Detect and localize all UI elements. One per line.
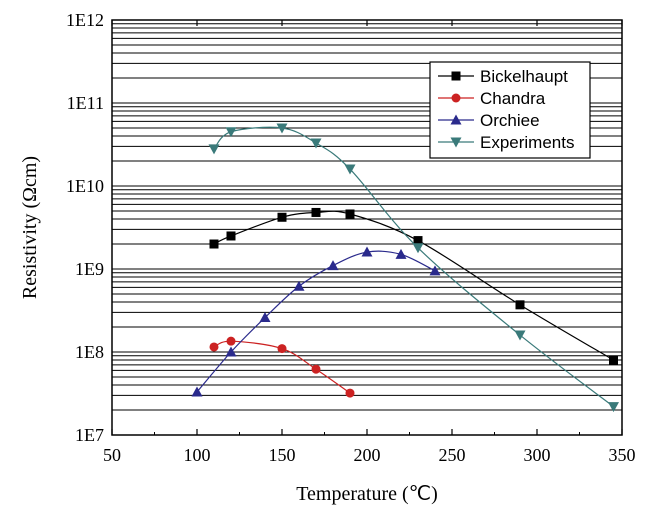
x-axis-title: Temperature (℃) [296, 483, 438, 505]
data-point [311, 138, 322, 148]
legend-marker [452, 94, 461, 103]
data-point [278, 213, 287, 222]
x-tick-label: 250 [439, 445, 466, 465]
y-tick-label: 1E12 [66, 10, 104, 30]
y-tick-label: 1E11 [67, 93, 104, 113]
legend: Bickelhaupt Chandra Orchiee Experiments [430, 62, 590, 158]
series-bickelhaupt [210, 208, 619, 365]
data-point [328, 260, 339, 270]
series-layer [192, 123, 620, 412]
data-point [608, 402, 619, 412]
series-experiments [209, 123, 620, 412]
legend-label: Chandra [480, 89, 546, 108]
data-point [227, 337, 236, 346]
x-tick-label: 350 [609, 445, 636, 465]
data-point [346, 209, 355, 218]
data-point [209, 144, 220, 154]
series-line [214, 211, 614, 360]
x-tick-label: 150 [269, 445, 296, 465]
data-point [210, 240, 219, 249]
legend-label: Bickelhaupt [480, 67, 568, 86]
y-tick-label: 1E7 [75, 425, 104, 445]
data-point [312, 365, 321, 374]
data-point [516, 300, 525, 309]
y-axis-title: Resistivity (Ωcm) [19, 156, 41, 299]
data-point [278, 344, 287, 353]
series-chandra [210, 337, 355, 398]
data-point [515, 331, 526, 341]
data-point [346, 389, 355, 398]
x-tick-label: 50 [103, 445, 121, 465]
y-tick-label: 1E9 [75, 259, 104, 279]
legend-label: Experiments [480, 133, 574, 152]
y-tick-label: 1E8 [75, 342, 104, 362]
legend-marker [452, 72, 461, 81]
data-point [227, 231, 236, 240]
x-tick-label: 300 [524, 445, 551, 465]
data-point [210, 342, 219, 351]
legend-label: Orchiee [480, 111, 540, 130]
y-tick-label: 1E10 [66, 176, 104, 196]
x-tick-label: 100 [184, 445, 211, 465]
data-point [609, 356, 618, 365]
x-tick-label: 200 [354, 445, 381, 465]
data-point [312, 208, 321, 217]
